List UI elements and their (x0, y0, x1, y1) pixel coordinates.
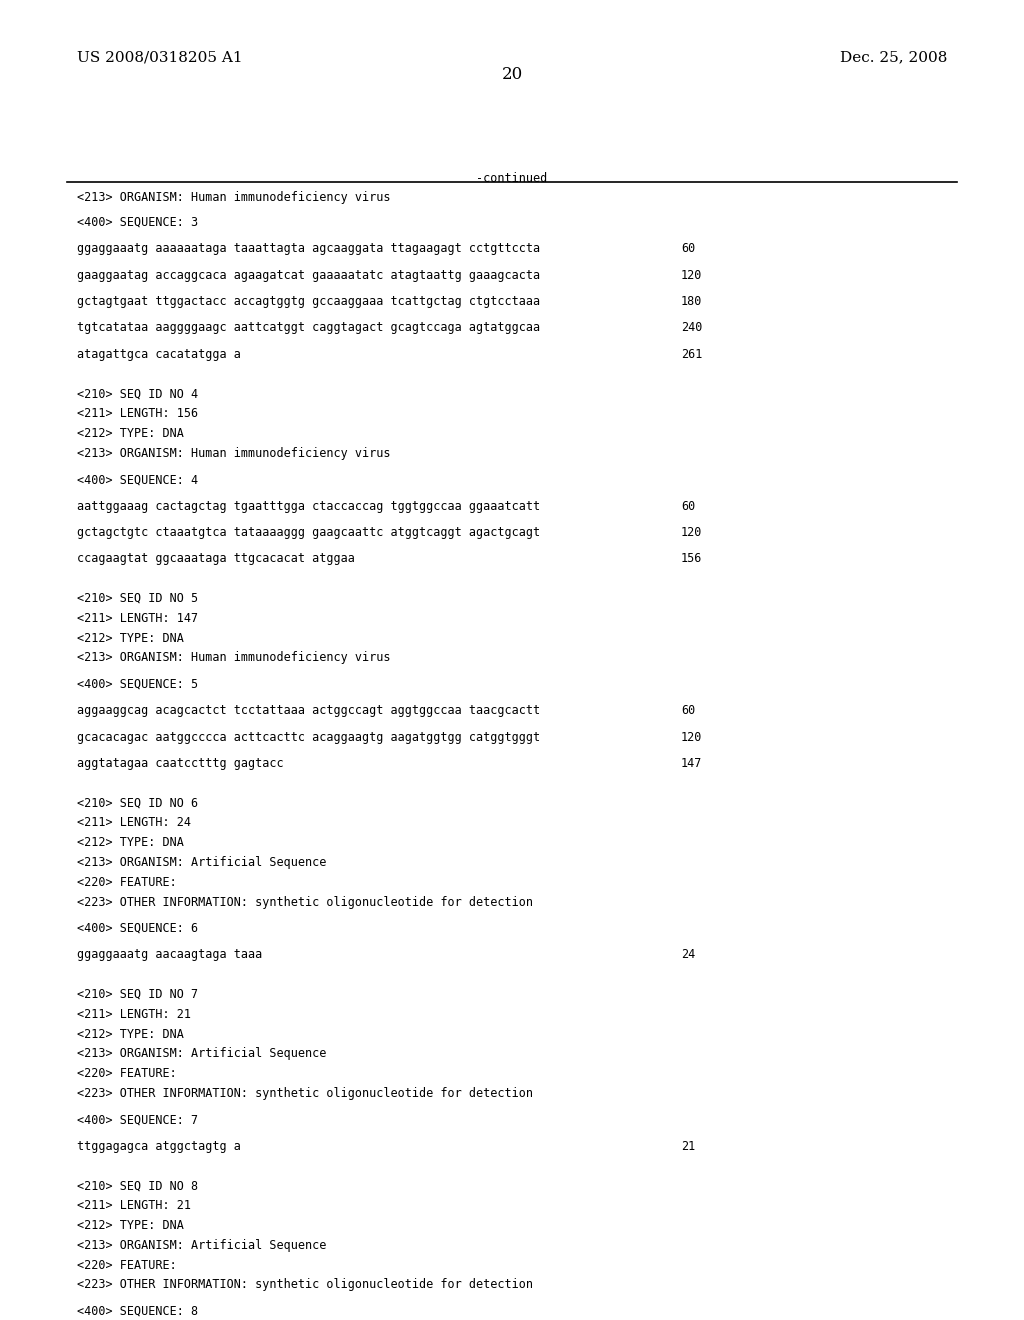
Text: <210> SEQ ID NO 4: <210> SEQ ID NO 4 (77, 388, 198, 400)
Text: 60: 60 (681, 499, 695, 512)
Text: 147: 147 (681, 758, 702, 770)
Text: tgtcatataa aaggggaagc aattcatggt caggtagact gcagtccaga agtatggcaa: tgtcatataa aaggggaagc aattcatggt caggtag… (77, 322, 540, 334)
Text: aggaaggcag acagcactct tcctattaaa actggccagt aggtggccaa taacgcactt: aggaaggcag acagcactct tcctattaaa actggcc… (77, 704, 540, 717)
Text: <212> TYPE: DNA: <212> TYPE: DNA (77, 1027, 183, 1040)
Text: gaaggaatag accaggcaca agaagatcat gaaaaatatc atagtaattg gaaagcacta: gaaggaatag accaggcaca agaagatcat gaaaaat… (77, 269, 540, 281)
Text: 156: 156 (681, 552, 702, 565)
Text: <210> SEQ ID NO 8: <210> SEQ ID NO 8 (77, 1180, 198, 1192)
Text: Dec. 25, 2008: Dec. 25, 2008 (840, 50, 947, 65)
Text: <223> OTHER INFORMATION: synthetic oligonucleotide for detection: <223> OTHER INFORMATION: synthetic oligo… (77, 1088, 532, 1100)
Text: gctagctgtc ctaaatgtca tataaaaggg gaagcaattc atggtcaggt agactgcagt: gctagctgtc ctaaatgtca tataaaaggg gaagcaa… (77, 525, 540, 539)
Text: 24: 24 (681, 948, 695, 961)
Text: <210> SEQ ID NO 7: <210> SEQ ID NO 7 (77, 987, 198, 1001)
Text: <213> ORGANISM: Artificial Sequence: <213> ORGANISM: Artificial Sequence (77, 1238, 327, 1251)
Text: ggaggaaatg aacaagtaga taaa: ggaggaaatg aacaagtaga taaa (77, 948, 262, 961)
Text: <400> SEQUENCE: 3: <400> SEQUENCE: 3 (77, 215, 198, 228)
Text: ccagaagtat ggcaaataga ttgcacacat atggaa: ccagaagtat ggcaaataga ttgcacacat atggaa (77, 552, 354, 565)
Text: <220> FEATURE:: <220> FEATURE: (77, 876, 176, 888)
Text: <400> SEQUENCE: 6: <400> SEQUENCE: 6 (77, 921, 198, 935)
Text: <212> TYPE: DNA: <212> TYPE: DNA (77, 428, 183, 440)
Text: 21: 21 (681, 1139, 695, 1152)
Text: <400> SEQUENCE: 4: <400> SEQUENCE: 4 (77, 474, 198, 486)
Text: <223> OTHER INFORMATION: synthetic oligonucleotide for detection: <223> OTHER INFORMATION: synthetic oligo… (77, 1278, 532, 1291)
Text: 120: 120 (681, 731, 702, 743)
Text: <212> TYPE: DNA: <212> TYPE: DNA (77, 837, 183, 849)
Text: <400> SEQUENCE: 7: <400> SEQUENCE: 7 (77, 1114, 198, 1126)
Text: 60: 60 (681, 243, 695, 255)
Text: atagattgca cacatatgga a: atagattgca cacatatgga a (77, 347, 241, 360)
Text: <213> ORGANISM: Human immunodeficiency virus: <213> ORGANISM: Human immunodeficiency v… (77, 190, 390, 203)
Text: <213> ORGANISM: Human immunodeficiency virus: <213> ORGANISM: Human immunodeficiency v… (77, 446, 390, 459)
Text: <220> FEATURE:: <220> FEATURE: (77, 1067, 176, 1080)
Text: <400> SEQUENCE: 8: <400> SEQUENCE: 8 (77, 1304, 198, 1317)
Text: 120: 120 (681, 269, 702, 281)
Text: ggaggaaatg aaaaaataga taaattagta agcaaggata ttagaagagt cctgttccta: ggaggaaatg aaaaaataga taaattagta agcaagg… (77, 243, 540, 255)
Text: US 2008/0318205 A1: US 2008/0318205 A1 (77, 50, 243, 65)
Text: <211> LENGTH: 156: <211> LENGTH: 156 (77, 407, 198, 420)
Text: <212> TYPE: DNA: <212> TYPE: DNA (77, 632, 183, 644)
Text: aggtatagaa caatcctttg gagtacc: aggtatagaa caatcctttg gagtacc (77, 758, 284, 770)
Text: -continued: -continued (476, 172, 548, 185)
Text: 120: 120 (681, 525, 702, 539)
Text: <212> TYPE: DNA: <212> TYPE: DNA (77, 1220, 183, 1232)
Text: 180: 180 (681, 296, 702, 308)
Text: <223> OTHER INFORMATION: synthetic oligonucleotide for detection: <223> OTHER INFORMATION: synthetic oligo… (77, 895, 532, 908)
Text: <213> ORGANISM: Artificial Sequence: <213> ORGANISM: Artificial Sequence (77, 857, 327, 869)
Text: 261: 261 (681, 347, 702, 360)
Text: 20: 20 (502, 66, 522, 83)
Text: <211> LENGTH: 21: <211> LENGTH: 21 (77, 1199, 190, 1212)
Text: <213> ORGANISM: Artificial Sequence: <213> ORGANISM: Artificial Sequence (77, 1048, 327, 1060)
Text: gctagtgaat ttggactacc accagtggtg gccaaggaaa tcattgctag ctgtcctaaa: gctagtgaat ttggactacc accagtggtg gccaagg… (77, 296, 540, 308)
Text: ttggagagca atggctagtg a: ttggagagca atggctagtg a (77, 1139, 241, 1152)
Text: <213> ORGANISM: Human immunodeficiency virus: <213> ORGANISM: Human immunodeficiency v… (77, 652, 390, 664)
Text: aattggaaag cactagctag tgaatttgga ctaccaccag tggtggccaa ggaaatcatt: aattggaaag cactagctag tgaatttgga ctaccac… (77, 499, 540, 512)
Text: 240: 240 (681, 322, 702, 334)
Text: <211> LENGTH: 24: <211> LENGTH: 24 (77, 816, 190, 829)
Text: <400> SEQUENCE: 5: <400> SEQUENCE: 5 (77, 678, 198, 690)
Text: 60: 60 (681, 704, 695, 717)
Text: gcacacagac aatggcccca acttcacttc acaggaagtg aagatggtgg catggtgggt: gcacacagac aatggcccca acttcacttc acaggaa… (77, 731, 540, 743)
Text: <211> LENGTH: 21: <211> LENGTH: 21 (77, 1008, 190, 1020)
Text: <220> FEATURE:: <220> FEATURE: (77, 1259, 176, 1271)
Text: <210> SEQ ID NO 6: <210> SEQ ID NO 6 (77, 796, 198, 809)
Text: <210> SEQ ID NO 5: <210> SEQ ID NO 5 (77, 591, 198, 605)
Text: <211> LENGTH: 147: <211> LENGTH: 147 (77, 612, 198, 624)
